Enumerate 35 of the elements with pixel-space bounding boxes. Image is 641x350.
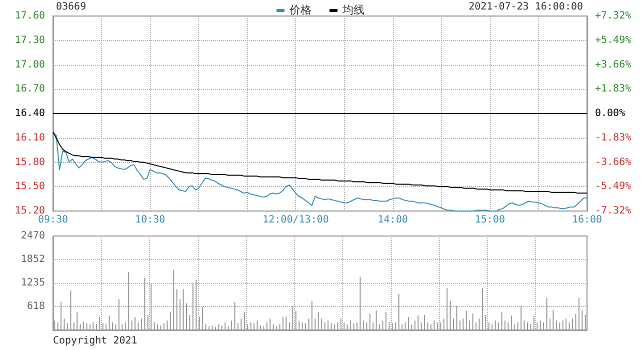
legend-label: 价格 <box>288 4 312 16</box>
y-tick-label: 16.10 <box>14 132 45 144</box>
y-tick-label: 15.50 <box>14 181 45 192</box>
y2-tick-label: -3.66% <box>595 156 632 168</box>
y2-tick-label: +5.49% <box>595 34 632 46</box>
y-tick-label: 16.40 <box>14 108 45 119</box>
chart-title: 03669 <box>56 2 86 12</box>
y-tick-label: 17.30 <box>14 34 45 46</box>
y-tick-label: 2470 <box>20 230 45 242</box>
x-tick-label: 12:00/13:00 <box>262 214 329 226</box>
y-tick-label: 17.60 <box>14 10 45 22</box>
y-tick-label: 1235 <box>20 278 45 288</box>
y-tick-label: 15.80 <box>14 156 45 168</box>
x-tick-label: 10:30 <box>135 214 166 226</box>
x-tick-label: 16:00 <box>572 214 602 226</box>
y2-tick-label: -1.83% <box>595 132 632 144</box>
y2-tick-label: -7.32% <box>595 206 632 216</box>
y2-tick-label: 0.00% <box>595 108 626 119</box>
y2-tick-label: +7.32% <box>595 10 632 22</box>
y-tick-label: 17.00 <box>14 59 45 70</box>
x-tick-label: 09:30 <box>38 214 68 226</box>
text: 2021-07-23 16:00:00 <box>468 2 583 12</box>
y2-tick-label: +3.66% <box>595 59 632 70</box>
y2-tick-label: +1.83% <box>595 84 632 95</box>
line-series <box>52 132 588 212</box>
text: Copyright 2021 <box>53 336 138 346</box>
x-tick-label: 14:00 <box>378 214 408 226</box>
y-tick-label: 1852 <box>20 254 45 266</box>
y2-tick-label: -5.49% <box>595 181 632 192</box>
legend-label: 均线 <box>342 4 364 16</box>
y-tick-label: 618 <box>26 300 45 312</box>
y-tick-label: 15.20 <box>14 206 45 216</box>
line-series <box>52 132 588 194</box>
y-tick-label: 16.70 <box>14 84 45 95</box>
x-tick-label: 15:00 <box>474 214 505 226</box>
